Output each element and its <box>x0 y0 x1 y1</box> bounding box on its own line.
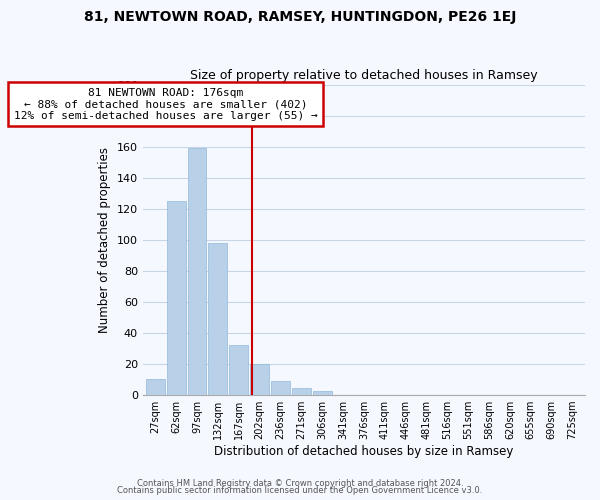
X-axis label: Distribution of detached houses by size in Ramsey: Distribution of detached houses by size … <box>214 444 514 458</box>
Bar <box>146 379 164 394</box>
Bar <box>188 148 206 394</box>
Bar <box>313 392 332 394</box>
Bar <box>271 380 290 394</box>
Bar <box>208 242 227 394</box>
Text: 81 NEWTOWN ROAD: 176sqm
← 88% of detached houses are smaller (402)
12% of semi-d: 81 NEWTOWN ROAD: 176sqm ← 88% of detache… <box>14 88 317 121</box>
Bar <box>229 345 248 395</box>
Text: Contains HM Land Registry data © Crown copyright and database right 2024.: Contains HM Land Registry data © Crown c… <box>137 478 463 488</box>
Bar <box>167 201 185 394</box>
Bar <box>292 388 311 394</box>
Text: 81, NEWTOWN ROAD, RAMSEY, HUNTINGDON, PE26 1EJ: 81, NEWTOWN ROAD, RAMSEY, HUNTINGDON, PE… <box>84 10 516 24</box>
Bar <box>250 364 269 394</box>
Title: Size of property relative to detached houses in Ramsey: Size of property relative to detached ho… <box>190 69 538 82</box>
Y-axis label: Number of detached properties: Number of detached properties <box>98 146 111 332</box>
Text: Contains public sector information licensed under the Open Government Licence v3: Contains public sector information licen… <box>118 486 482 495</box>
